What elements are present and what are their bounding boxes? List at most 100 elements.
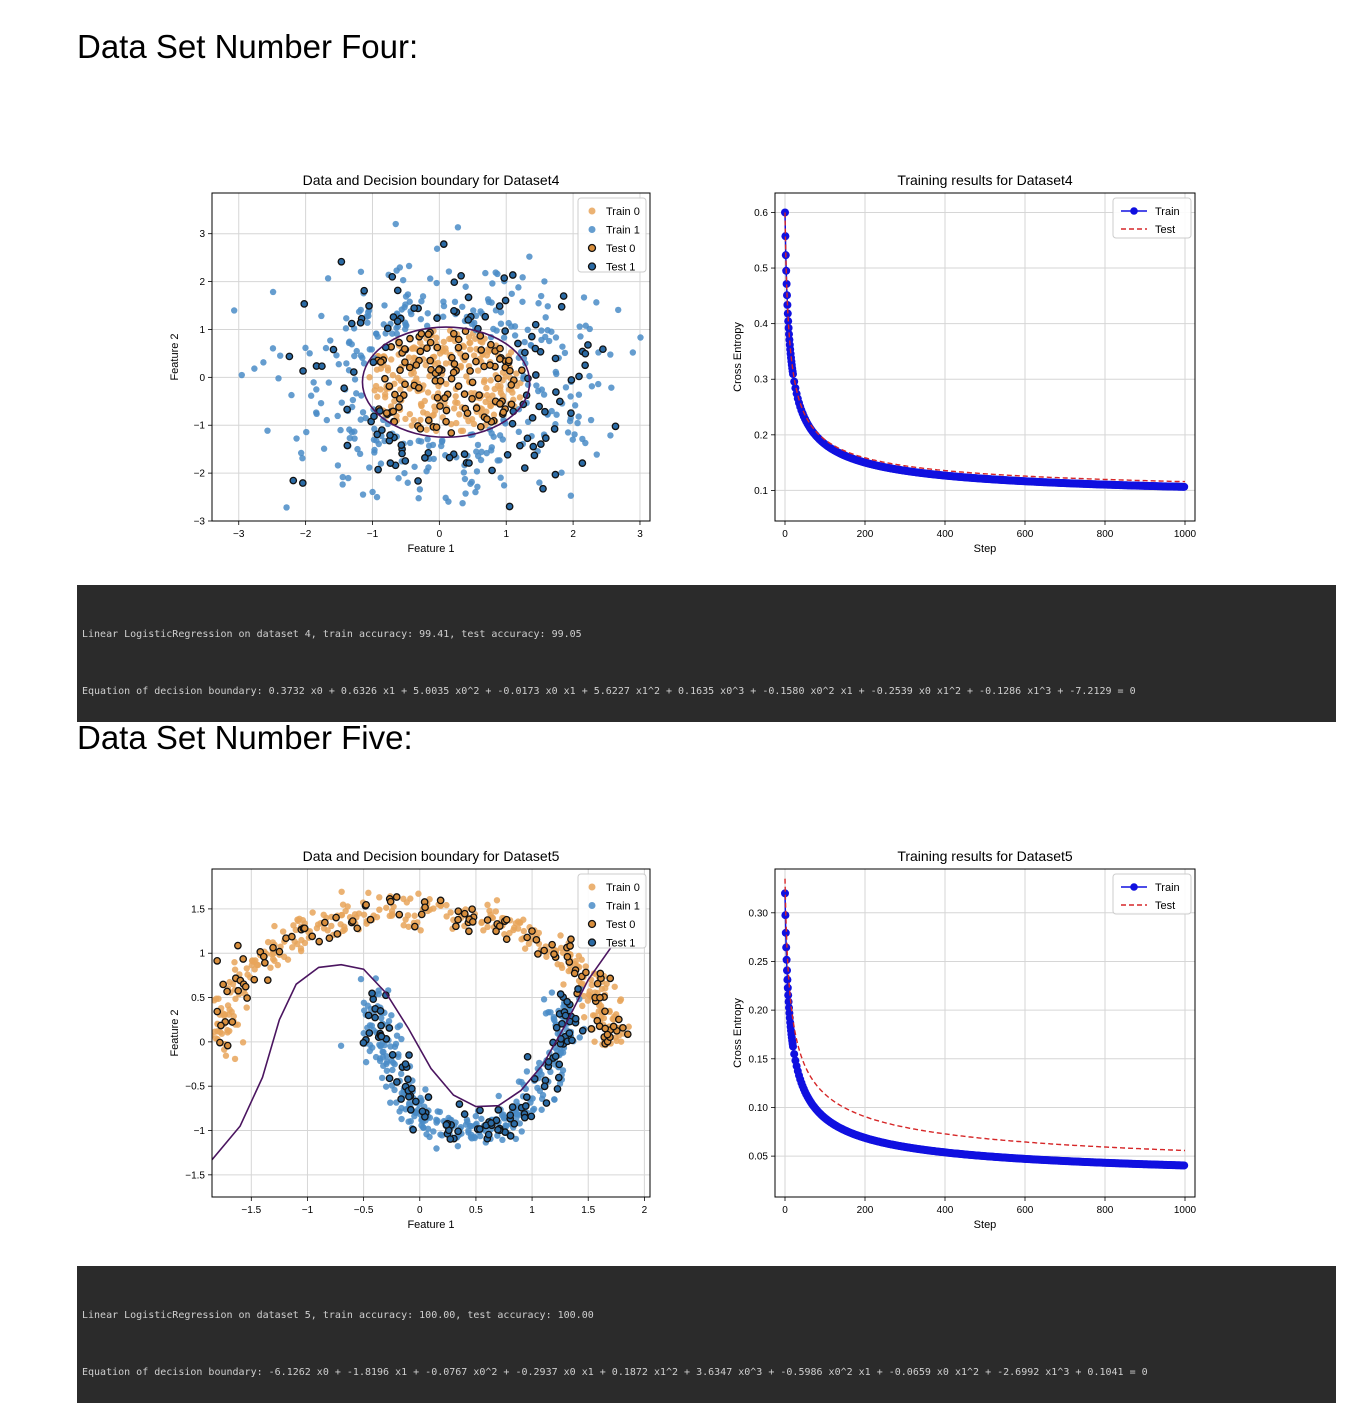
data-point — [432, 423, 441, 432]
data-point — [611, 422, 620, 431]
data-point — [476, 1106, 484, 1115]
data-point — [267, 964, 274, 971]
data-point — [518, 366, 526, 375]
data-point — [364, 1011, 373, 1020]
data-point — [483, 352, 491, 359]
data-point — [422, 1086, 429, 1093]
legend-marker — [587, 262, 597, 271]
data-point — [519, 298, 526, 305]
data-point — [588, 383, 596, 390]
data-point — [782, 955, 791, 964]
y-axis-label: Cross Entropy — [732, 322, 744, 392]
data-point — [468, 394, 476, 403]
data-point — [454, 343, 463, 352]
data-point — [601, 1024, 610, 1033]
data-point — [424, 389, 432, 396]
legend-marker — [588, 207, 596, 215]
chart-title: Training results for Dataset5 — [897, 848, 1073, 864]
series-test-0 — [213, 893, 632, 1050]
data-point — [494, 270, 501, 278]
data-point — [543, 953, 550, 960]
data-point — [436, 1108, 444, 1116]
legend-label: Train — [1155, 206, 1180, 218]
data-point — [486, 361, 494, 369]
legend-label: Train 1 — [606, 901, 640, 913]
data-point — [433, 393, 442, 402]
data-point — [397, 1095, 405, 1103]
x-tick-label: 600 — [1017, 1205, 1034, 1216]
data-point — [337, 921, 344, 928]
data-point — [452, 393, 459, 400]
data-point — [569, 436, 576, 443]
data-point — [346, 426, 353, 433]
data-point — [360, 1030, 367, 1037]
y-tick-label: 0 — [199, 373, 205, 384]
data-point — [495, 922, 504, 930]
data-point — [401, 325, 409, 333]
data-point — [433, 314, 441, 323]
data-point — [431, 407, 439, 414]
data-point — [449, 368, 458, 377]
data-point — [430, 905, 437, 912]
data-point — [394, 374, 402, 382]
legend-label: Test 0 — [606, 919, 635, 931]
data-point — [217, 1021, 225, 1030]
data-point — [297, 947, 305, 955]
data-point — [409, 1125, 417, 1134]
data-point — [421, 397, 428, 405]
data-point — [381, 394, 389, 401]
data-point — [423, 410, 431, 418]
series-line — [784, 212, 1185, 483]
data-point — [540, 1082, 549, 1091]
data-point — [439, 240, 448, 248]
data-point — [359, 491, 367, 498]
data-point — [238, 371, 245, 379]
data-point — [511, 332, 519, 339]
data-point — [341, 926, 348, 933]
data-point — [404, 479, 411, 486]
data-point — [468, 918, 477, 926]
data-point — [378, 1074, 386, 1082]
data-point — [424, 1093, 433, 1101]
data-point — [429, 441, 437, 449]
data-point — [313, 386, 320, 393]
data-point — [243, 1004, 250, 1011]
data-point — [374, 393, 381, 400]
data-point — [499, 392, 506, 399]
data-point — [551, 1052, 560, 1061]
data-point — [476, 422, 485, 431]
data-point — [558, 469, 565, 476]
plot-area — [781, 878, 1189, 1170]
data-point — [371, 1013, 379, 1022]
data-point — [219, 980, 227, 989]
legend-label: Test — [1155, 224, 1175, 236]
data-point — [474, 441, 482, 449]
data-point — [406, 334, 414, 343]
data-point — [536, 1067, 543, 1074]
data-point — [563, 952, 572, 961]
data-point — [540, 946, 549, 955]
data-point — [368, 989, 376, 998]
data-point — [318, 312, 325, 320]
data-point — [390, 1059, 397, 1066]
data-point — [348, 917, 357, 925]
data-point — [365, 889, 372, 897]
data-point — [1180, 1161, 1189, 1170]
data-point — [447, 429, 456, 437]
data-point — [425, 464, 432, 471]
data-point — [374, 465, 382, 474]
data-point — [551, 470, 560, 479]
x-tick-label: 200 — [857, 1205, 874, 1216]
data-point — [781, 889, 789, 898]
data-point — [551, 1096, 558, 1103]
data-point — [407, 895, 414, 902]
y-tick-label: 0 — [199, 1037, 205, 1048]
console-accuracy-line: Linear LogisticRegression on dataset 4, … — [82, 629, 582, 640]
data-point — [478, 1115, 485, 1123]
data-point — [465, 1129, 472, 1136]
data-point — [338, 888, 345, 895]
data-point — [399, 276, 407, 284]
y-tick-label: −0.5 — [185, 1082, 205, 1093]
data-point — [442, 417, 450, 426]
series-line — [784, 893, 1186, 1167]
